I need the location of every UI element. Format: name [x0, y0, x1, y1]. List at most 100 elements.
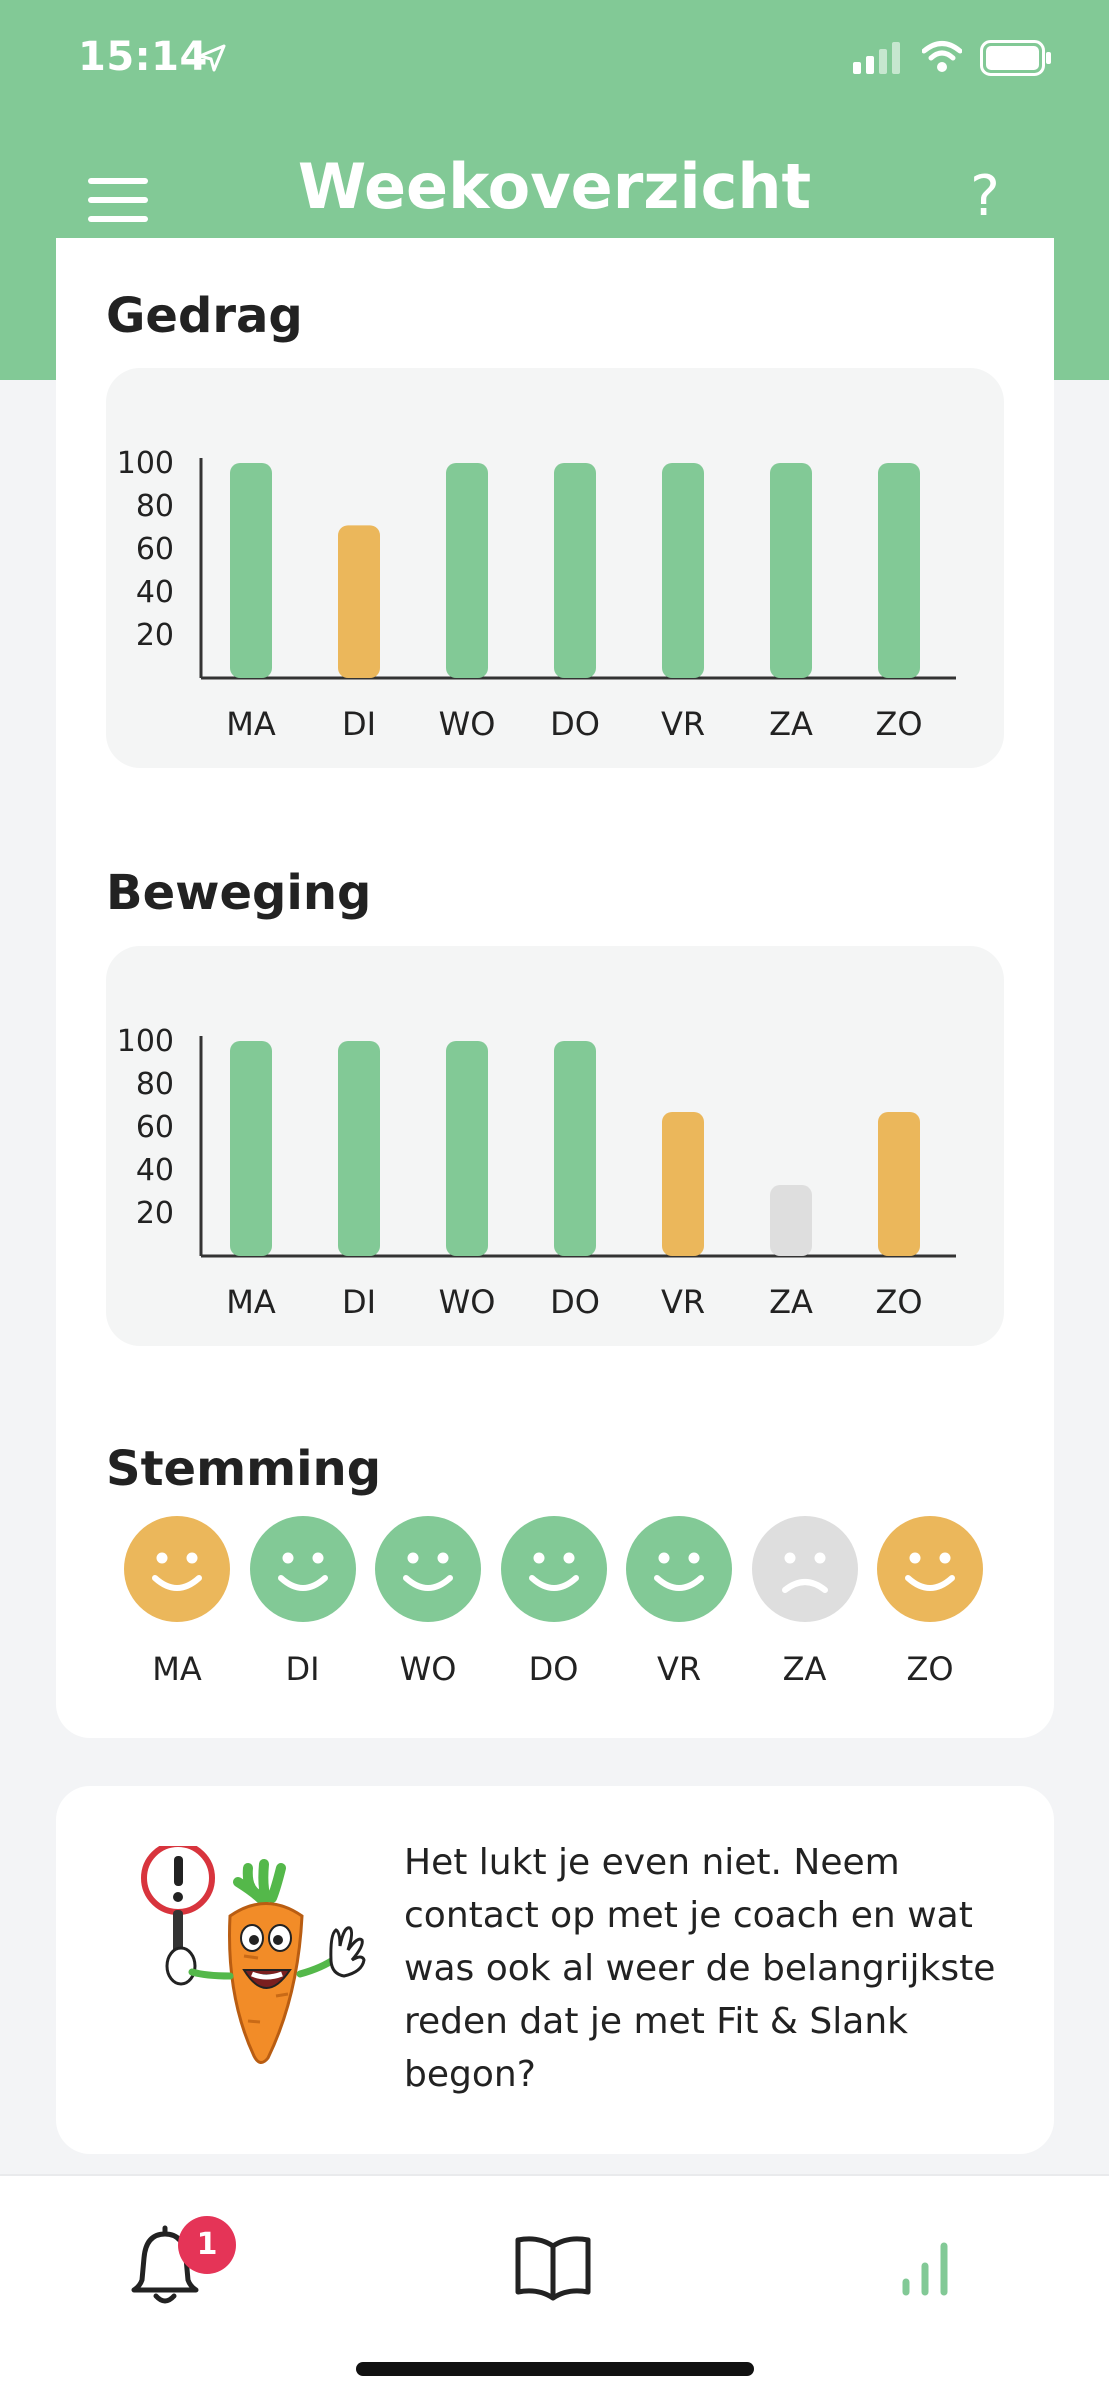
bar-za — [770, 463, 812, 678]
x-tick-label: DI — [342, 705, 376, 743]
mood-day-vr: VR — [626, 1516, 732, 1696]
x-tick-label: DO — [550, 1283, 600, 1321]
face-mouth — [654, 1575, 704, 1591]
mood-day-label: DI — [285, 1650, 320, 1688]
bar-ma — [230, 463, 272, 678]
bar-zo — [878, 463, 920, 678]
mood-day-di: DI — [249, 1516, 356, 1696]
book-tab[interactable] — [508, 2220, 598, 2310]
home-indicator — [356, 2362, 754, 2376]
tip-text: Het lukt je even niet. Neem contact op m… — [404, 1842, 996, 2095]
mood-day-zo: ZO — [877, 1516, 983, 1696]
beweging-chart: 100 80 60 40 20 MA DI WO DO VR ZA ZO — [117, 1024, 956, 1321]
happy-face-icon — [626, 1516, 732, 1622]
x-tick-label: WO — [439, 705, 496, 743]
face-eye — [658, 1552, 670, 1564]
gedrag-chart: 100 80 60 40 20 MA DI WO DO VR ZA ZO — [117, 446, 956, 743]
stats-tab[interactable] — [880, 2220, 970, 2310]
face-eye — [312, 1552, 323, 1564]
y-tick-label: 20 — [136, 1196, 174, 1231]
face-eye — [784, 1552, 795, 1564]
happy-face-icon — [500, 1516, 607, 1622]
x-tick-label: VR — [661, 1283, 705, 1321]
y-tick-label: 80 — [136, 1067, 174, 1102]
face-eye — [909, 1552, 921, 1564]
status-bar: 15:14 — [0, 0, 1109, 120]
face-mouth — [528, 1575, 579, 1591]
location-arrow-icon — [198, 44, 226, 72]
happy-face-icon — [249, 1516, 356, 1622]
bar-za — [770, 1185, 812, 1256]
mood-day-label: VR — [656, 1650, 702, 1688]
help-button[interactable]: ? — [970, 164, 1000, 229]
x-tick-label: ZA — [769, 705, 813, 743]
y-tick-label: 20 — [136, 618, 174, 653]
mood-day-label: DO — [528, 1650, 579, 1688]
face-mouth — [403, 1575, 453, 1591]
mood-day-ma: MA — [124, 1516, 230, 1696]
bar-vr — [662, 463, 704, 678]
y-tick-label: 80 — [136, 489, 174, 524]
page-title: Weekoverzicht — [297, 150, 812, 223]
menu-bar-bottom — [88, 216, 148, 222]
face-eye — [814, 1552, 825, 1564]
beweging-title: Beweging — [106, 865, 372, 921]
week-overview-card: Gedrag 100 80 60 40 20 MA DI WO DO VR ZA ZO Bewegin… — [56, 238, 1054, 1738]
bar-ma — [230, 1041, 272, 1256]
y-tick-label: 100 — [117, 1024, 174, 1059]
mood-day-wo: WO — [375, 1516, 481, 1696]
happy-face-icon — [124, 1516, 230, 1622]
mood-day-do: DO — [500, 1516, 607, 1696]
y-tick-label: 40 — [136, 575, 174, 610]
battery-icon — [980, 40, 1051, 76]
bar-di — [338, 1041, 380, 1256]
y-tick-label: 60 — [136, 532, 174, 567]
sad-face-icon — [751, 1516, 858, 1622]
face-mouth — [277, 1575, 328, 1591]
face-eye — [186, 1552, 198, 1564]
y-tick-label: 100 — [117, 446, 174, 481]
x-tick-label: WO — [439, 1283, 496, 1321]
face-eye — [533, 1552, 544, 1564]
face-circle — [500, 1516, 607, 1622]
face-mouth — [905, 1575, 955, 1591]
face-eye — [282, 1552, 293, 1564]
face-eye — [407, 1552, 419, 1564]
cellular-signal-icon — [853, 42, 900, 74]
face-circle — [375, 1516, 481, 1622]
wifi-icon — [922, 41, 962, 72]
face-eye — [437, 1552, 449, 1564]
beweging-chart-panel: 100 80 60 40 20 MA DI WO DO VR ZA ZO — [106, 946, 1004, 1346]
happy-face-icon — [877, 1516, 983, 1622]
x-tick-label: DI — [342, 1283, 376, 1321]
face-mouth — [781, 1579, 828, 1593]
x-tick-label: MA — [226, 1283, 276, 1321]
face-circle — [751, 1516, 858, 1622]
bar-di — [338, 525, 380, 678]
mood-day-label: ZA — [782, 1650, 827, 1688]
bar-wo — [446, 463, 488, 678]
stemming-title: Stemming — [106, 1441, 382, 1497]
face-mouth — [152, 1575, 202, 1591]
gedrag-title: Gedrag — [106, 288, 303, 344]
book-icon — [515, 2236, 591, 2301]
x-tick-label: ZO — [875, 1283, 922, 1321]
menu-button[interactable] — [88, 178, 148, 224]
bar-wo — [446, 1041, 488, 1256]
bar-do — [554, 463, 596, 678]
bar-do — [554, 1041, 596, 1256]
mood-day-label: ZO — [906, 1650, 954, 1688]
status-time: 15:14 — [78, 34, 208, 80]
x-tick-label: ZO — [875, 705, 922, 743]
bar-vr — [662, 1111, 704, 1256]
face-eye — [939, 1552, 951, 1564]
face-eye — [688, 1552, 700, 1564]
y-tick-label: 40 — [136, 1153, 174, 1188]
menu-bar-top — [88, 178, 148, 184]
mood-day-label: WO — [399, 1650, 457, 1688]
tip-card: Het lukt je even niet. Neem contact op m… — [56, 1786, 1054, 2154]
happy-face-icon — [375, 1516, 481, 1622]
x-tick-label: ZA — [769, 1283, 813, 1321]
notification-badge: 1 — [178, 2216, 236, 2274]
carrot-mascot-illustration — [141, 1846, 366, 2064]
